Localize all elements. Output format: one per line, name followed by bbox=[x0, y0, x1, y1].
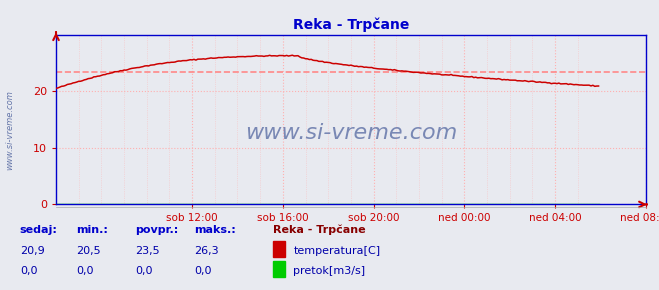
Text: Reka - Trpčane: Reka - Trpčane bbox=[273, 225, 366, 235]
Text: www.si-vreme.com: www.si-vreme.com bbox=[244, 123, 457, 143]
Text: 0,0: 0,0 bbox=[194, 266, 212, 276]
Text: 0,0: 0,0 bbox=[135, 266, 153, 276]
Text: temperatura[C]: temperatura[C] bbox=[293, 246, 380, 256]
Text: pretok[m3/s]: pretok[m3/s] bbox=[293, 266, 365, 276]
Text: 20,9: 20,9 bbox=[20, 246, 45, 256]
Text: sedaj:: sedaj: bbox=[20, 225, 57, 235]
Text: 20,5: 20,5 bbox=[76, 246, 100, 256]
Text: 0,0: 0,0 bbox=[20, 266, 38, 276]
Text: 0,0: 0,0 bbox=[76, 266, 94, 276]
Text: www.si-vreme.com: www.si-vreme.com bbox=[5, 90, 14, 171]
Text: min.:: min.: bbox=[76, 225, 107, 235]
Text: 26,3: 26,3 bbox=[194, 246, 219, 256]
Text: maks.:: maks.: bbox=[194, 225, 236, 235]
Text: povpr.:: povpr.: bbox=[135, 225, 179, 235]
Title: Reka - Trpčane: Reka - Trpčane bbox=[293, 18, 409, 32]
Text: 23,5: 23,5 bbox=[135, 246, 159, 256]
